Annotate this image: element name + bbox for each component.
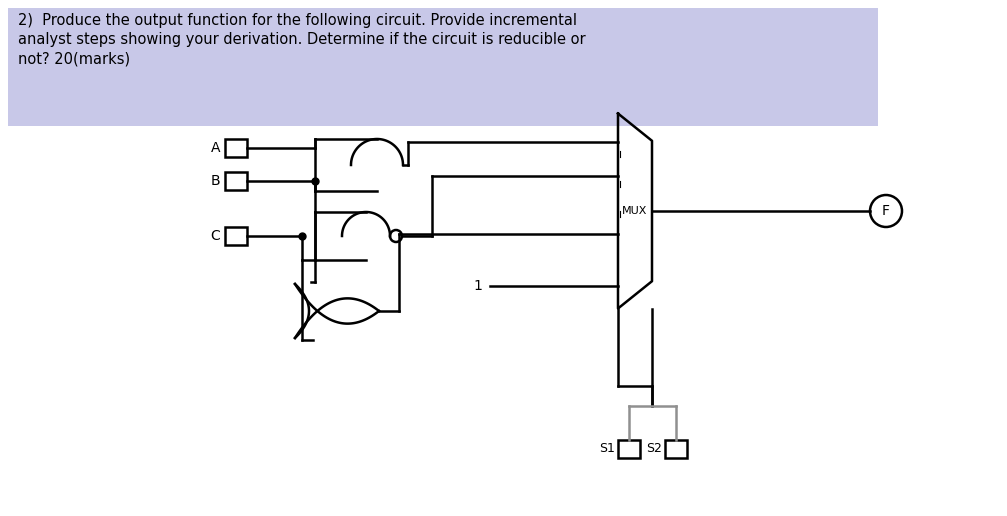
Bar: [225, 139, 247, 157]
Bar: [665, 440, 687, 458]
Text: C: C: [210, 229, 220, 243]
Text: 2)  Produce the output function for the following circuit. Provide incremental: 2) Produce the output function for the f…: [18, 13, 577, 28]
Text: S2: S2: [646, 443, 662, 456]
Bar: [225, 172, 247, 190]
Text: B: B: [210, 174, 220, 188]
Text: F: F: [882, 204, 890, 218]
Text: MUX: MUX: [622, 206, 648, 216]
Bar: [225, 227, 247, 245]
Text: not? 20(marks): not? 20(marks): [18, 51, 130, 66]
Text: 1: 1: [473, 279, 482, 293]
Text: analyst steps showing your derivation. Determine if the circuit is reducible or: analyst steps showing your derivation. D…: [18, 32, 586, 47]
Bar: [618, 440, 640, 458]
Bar: [8, 8, 878, 126]
Text: A: A: [210, 141, 220, 155]
Text: S1: S1: [599, 443, 615, 456]
